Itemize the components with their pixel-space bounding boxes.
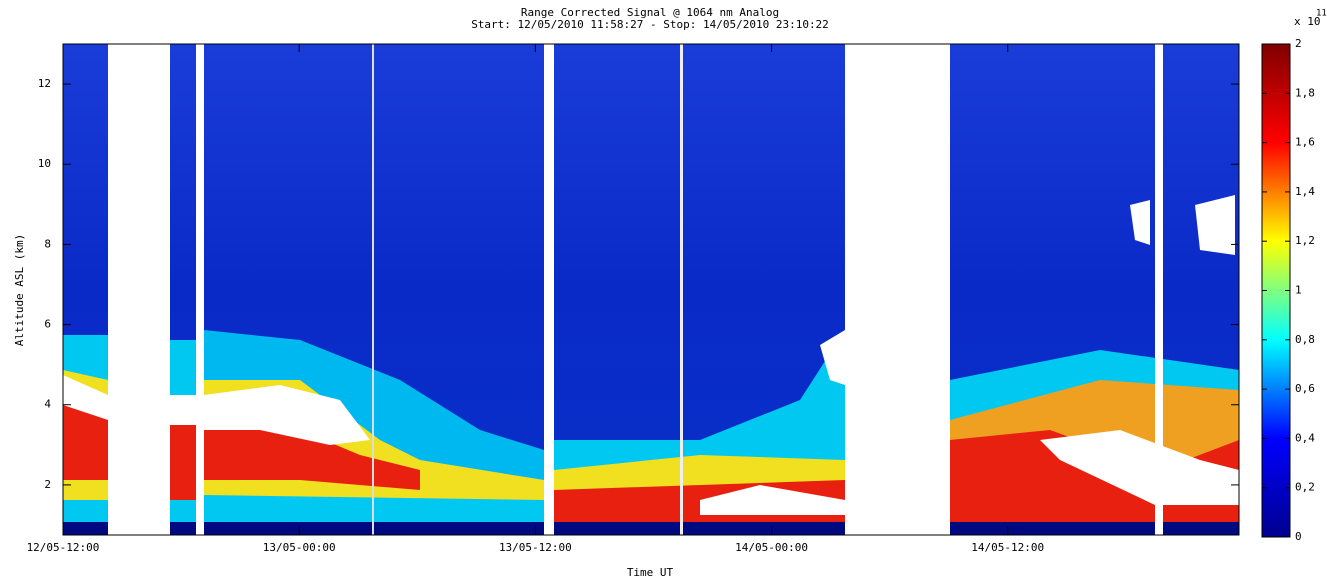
colorbar-multiplier: x 10	[1294, 15, 1321, 28]
data-gap	[108, 44, 170, 535]
cloud	[63, 375, 108, 420]
x-tick-label: 14/05-00:00	[735, 541, 808, 554]
colorbar-tick-label: 0,6	[1295, 382, 1315, 395]
cloud	[700, 485, 845, 515]
colorbar-exponent: 11	[1316, 9, 1327, 19]
colorbar-tick-label: 1,8	[1295, 86, 1315, 99]
y-tick-label: 8	[44, 237, 51, 250]
signal-field	[63, 44, 1239, 535]
colorbar-tick-label: 1,6	[1295, 136, 1315, 149]
data-gap	[544, 44, 554, 535]
chart-subtitle: Start: 12/05/2010 11:58:27 - Stop: 14/05…	[471, 18, 829, 31]
cloud	[1130, 200, 1150, 245]
colorbar-tick-label: 2	[1295, 37, 1302, 50]
colorbar-tick-label: 1	[1295, 284, 1302, 297]
colorbar-tick-label: 0,8	[1295, 333, 1315, 346]
colorbar-tick-label: 0,2	[1295, 481, 1315, 494]
colorbar-tick-label: 1,2	[1295, 234, 1315, 247]
data-gap	[196, 44, 204, 535]
x-tick-label: 13/05-12:00	[499, 541, 572, 554]
colorbar-tick-label: 0	[1295, 530, 1302, 543]
x-tick-label: 12/05-12:00	[27, 541, 100, 554]
near-range-band	[63, 522, 1239, 535]
aerosol-layer	[170, 420, 196, 500]
data-gap	[1155, 44, 1163, 535]
data-gap	[372, 44, 374, 535]
colorbar-tick-label: 1,4	[1295, 185, 1315, 198]
cloud	[204, 385, 370, 445]
y-tick-label: 12	[38, 77, 51, 90]
data-gap	[845, 44, 950, 535]
cloud	[820, 330, 845, 385]
y-tick-label: 10	[38, 157, 51, 170]
data-gap	[680, 44, 683, 535]
cloud	[1195, 195, 1235, 255]
y-tick-label: 6	[44, 318, 51, 331]
cloud	[170, 395, 196, 425]
y-tick-label: 4	[44, 398, 51, 411]
aerosol-layer	[63, 400, 108, 480]
colorbar-tick-label: 0,4	[1295, 431, 1315, 444]
x-tick-label: 13/05-00:00	[263, 541, 336, 554]
plot-frame	[62, 43, 1240, 536]
cloud	[1040, 430, 1239, 505]
y-axis-label: Altitude ASL (km)	[13, 234, 26, 347]
chart-title: Range Corrected Signal @ 1064 nm Analog	[521, 6, 779, 19]
aerosol-layer	[204, 420, 420, 490]
y-tick-label: 2	[44, 478, 51, 491]
x-tick-label: 14/05-12:00	[971, 541, 1044, 554]
x-axis-label: Time UT	[627, 566, 674, 579]
